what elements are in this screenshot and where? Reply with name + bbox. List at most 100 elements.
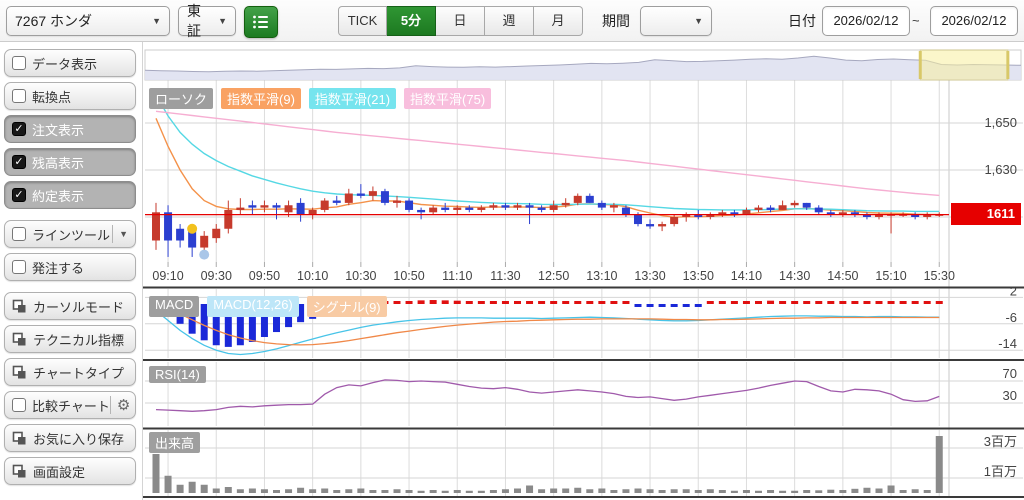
ema-line-75 [155, 110, 940, 197]
settings-toggle[interactable]: ⚙ [109, 395, 130, 415]
macd-histogram-bar [598, 301, 606, 304]
volume-bar [188, 481, 196, 493]
navigator-area [145, 56, 1021, 80]
checkbox-icon[interactable] [12, 89, 26, 103]
execution-marker-blue[interactable] [199, 249, 210, 260]
date-from-input[interactable]: 2026/02/12 [822, 6, 910, 36]
exchange-select[interactable]: 東証 ▼ [178, 3, 236, 39]
period-select[interactable]: ▼ [640, 6, 712, 36]
interval-button-TICK[interactable]: TICK [338, 6, 387, 36]
panel-window-icon [12, 299, 26, 312]
checkbox-icon[interactable] [12, 56, 26, 70]
candle-down [164, 212, 173, 241]
time-axis-label: 11:10 [442, 269, 472, 283]
macd-histogram-bar [477, 301, 485, 304]
sidebar-item-balance-display[interactable]: ✓ 残高表示 [4, 148, 136, 176]
dropdown-toggle[interactable]: ▼ [112, 224, 128, 244]
symbol-list-button[interactable] [244, 6, 278, 38]
date-range-separator: ~ [912, 13, 920, 28]
sidebar-item-screen-settings[interactable]: 画面設定 [4, 457, 136, 485]
legend-volume[interactable]: 出来高 [149, 432, 201, 453]
sidebar-item-order-display[interactable]: ✓ 注文表示 [4, 115, 136, 143]
interval-button-週[interactable]: 週 [485, 6, 534, 36]
checkbox-icon[interactable] [12, 227, 26, 241]
chart-canvas[interactable]: 1,650 1,630 2 -6 -14 70 30 3百万 1百万 09:10 09:30 09:5… [143, 42, 1024, 500]
sidebar-item-technical-indicator[interactable]: テクニカル指標 [4, 325, 136, 353]
time-axis-label: 10:30 [345, 269, 376, 283]
volume-bar [682, 489, 690, 493]
checkbox-icon[interactable]: ✓ [12, 122, 26, 136]
candle-up [200, 235, 209, 248]
candle-up [236, 207, 245, 210]
time-axis-label: 15:30 [924, 269, 955, 283]
sidebar-item-comparison-chart[interactable]: 比較チャート ⚙ [4, 391, 136, 419]
navigator-handle-left[interactable] [918, 51, 922, 79]
volume-bar [200, 484, 208, 493]
sidebar-item-turning-point[interactable]: 転換点 [4, 82, 136, 110]
checkbox-icon[interactable] [12, 398, 26, 412]
sidebar-item-execution-display[interactable]: ✓ 約定表示 [4, 181, 136, 209]
sidebar-item-line-tool[interactable]: ラインツール ▼ [4, 220, 136, 248]
time-axis-label: 13:50 [683, 269, 714, 283]
candle-up [754, 207, 763, 210]
volume-bar [526, 485, 534, 493]
macd-histogram-bar [646, 304, 654, 307]
legend-rsi[interactable]: RSI(14) [149, 366, 206, 383]
volume-bar [417, 490, 425, 493]
candle-up [561, 202, 570, 206]
sidebar-item-data-display[interactable]: データ表示 [4, 49, 136, 77]
macd-histogram-bar [899, 301, 907, 304]
volume-bar [574, 487, 582, 493]
volume-bar [863, 487, 871, 493]
candle-down [766, 207, 775, 210]
macd-histogram-bar [538, 301, 546, 304]
chevron-down-icon: ▼ [694, 16, 703, 26]
volume-bar [176, 484, 184, 493]
navigator-handle-right[interactable] [1006, 51, 1010, 79]
legend-ema21[interactable]: 指数平滑(21) [308, 88, 397, 109]
interval-button-月[interactable]: 月 [534, 6, 583, 36]
checkbox-icon[interactable]: ✓ [12, 188, 26, 202]
order-marker-yellow[interactable] [187, 223, 198, 234]
checkbox-icon[interactable] [12, 260, 26, 274]
legend-macd[interactable]: MACD [149, 296, 200, 317]
macd-histogram-bar [260, 304, 268, 337]
sidebar-item-chart-type[interactable]: チャートタイプ [4, 358, 136, 386]
interval-button-日[interactable]: 日 [436, 6, 485, 36]
time-axis-label: 13:30 [634, 269, 665, 283]
macd-histogram-bar [718, 301, 726, 304]
date-to-input[interactable]: 2026/02/12 [930, 6, 1018, 36]
candle-down [417, 209, 426, 213]
legend-ema75[interactable]: 指数平滑(75) [404, 88, 492, 109]
legend-ema9[interactable]: 指数平滑(9) [221, 88, 301, 109]
macd-histogram-bar [935, 301, 943, 304]
volume-bar [152, 454, 160, 493]
sidebar-item-place-order[interactable]: 発注する [4, 253, 136, 281]
candle-down [585, 195, 594, 203]
volume-bar [333, 490, 341, 493]
time-axis-label: 10:50 [393, 269, 424, 283]
candle-down [850, 212, 859, 215]
legend-macd-line[interactable]: MACD(12,26) [207, 296, 299, 317]
candle-up [308, 209, 317, 215]
volume-bar [875, 488, 883, 493]
period-label: 期間 [602, 13, 630, 29]
candle-down [694, 214, 703, 217]
volume-bar [779, 490, 787, 493]
rsi-legend: RSI(14) [149, 366, 206, 383]
volume-bar [405, 490, 413, 493]
symbol-select[interactable]: 7267 ホンダ ▼ [6, 6, 170, 36]
macd-histogram-bar [682, 304, 690, 307]
macd-histogram-bar [526, 301, 534, 304]
sidebar-item-favorite-save[interactable]: お気に入り保存 [4, 424, 136, 452]
sidebar-item-cursor-mode[interactable]: カーソルモード [4, 292, 136, 320]
legend-candlestick[interactable]: ローソク [149, 88, 214, 109]
navigator-selection[interactable] [919, 49, 1009, 81]
legend-signal-line[interactable]: シグナル(9) [306, 296, 387, 317]
candle-up [320, 200, 329, 210]
candle-up [935, 214, 944, 216]
sidebar-item-label: 比較チャート [32, 398, 110, 414]
macd-histogram-bar [827, 301, 835, 304]
interval-button-5分[interactable]: 5分 [387, 6, 436, 36]
checkbox-icon[interactable]: ✓ [12, 155, 26, 169]
